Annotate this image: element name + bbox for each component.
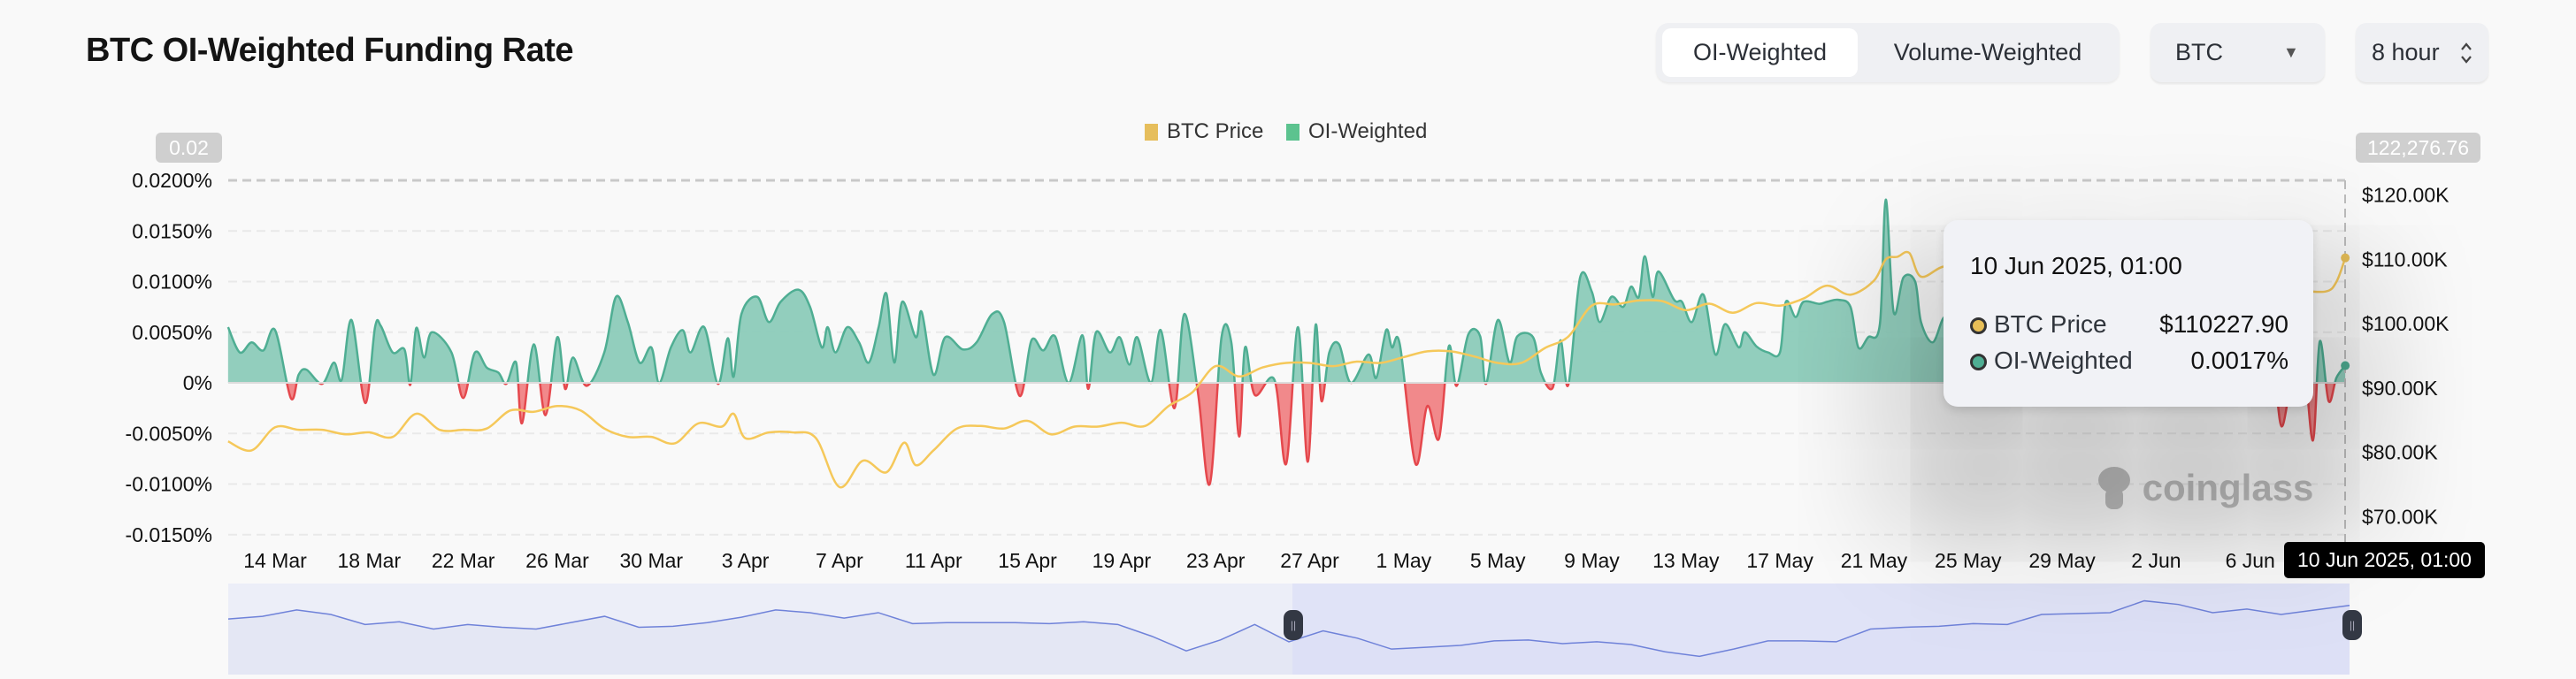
x-tick-label: 23 Apr [1186,549,1246,572]
btc-price-dot-icon [1970,317,1987,334]
x-tick-label: 17 May [1746,549,1813,572]
x-tick-label: 3 Apr [722,549,770,572]
y-left-tick-label: 0.0150% [132,219,212,242]
tab-volume-weighted[interactable]: Volume-Weighted [1893,39,2082,65]
funding-negative-line [285,383,2336,486]
funding-negative-series [227,383,2346,486]
legend-label-btc-price: BTC Price [1167,119,1264,143]
legend-swatch-oi-weighted [1286,124,1300,141]
y-right-tick-label: $100.00K [2362,312,2450,335]
x-tick-label: 19 Apr [1092,549,1152,572]
y-right-tick-label: $70.00K [2362,505,2438,528]
y-right-tick-label: $120.00K [2362,184,2450,207]
x-tick-label: 13 May [1652,549,1720,572]
x-tick-label: 27 Apr [1280,549,1339,572]
caret-down-icon: ▼ [2283,43,2299,61]
tooltip-title: 10 Jun 2025, 01:00 [1970,252,2182,279]
coin-select-value: BTC [2175,39,2223,65]
x-tick-label: 5 May [1470,549,1526,572]
tooltip-label: OI-Weighted [1994,347,2133,374]
y-left-tick-label: -0.0150% [126,523,212,546]
x-tick-label: 22 Mar [432,549,495,572]
crosshair-x-label: 10 Jun 2025, 01:00 [2284,542,2485,578]
x-tick-label: 6 Jun [2226,549,2275,572]
navigator-right-handle[interactable]: || [2342,610,2362,640]
crosshair-y-right-label: 122,276.76 [2356,133,2480,163]
btc-price-marker [2341,253,2350,263]
oi-weighted-dot-icon [1970,354,1987,370]
y-left-tick-label: -0.0050% [126,422,212,445]
x-tick-label: 7 Apr [816,549,863,572]
x-tick-label: 14 Mar [243,549,307,572]
crosshair-y-left-label: 0.02 [156,133,222,163]
coinglass-watermark: coinglass [2097,462,2313,515]
oi-weighted-marker [2341,361,2350,370]
x-tick-label: 1 May [1376,549,1432,572]
tooltip-row-btc-price: BTC Price $110227.90 [1970,310,2288,342]
legend-swatch-btc-price [1145,124,1158,141]
chevron-up-down-icon [2458,23,2474,104]
x-tick-label: 11 Apr [905,549,962,572]
legend-item-btc-price[interactable]: BTC Price [1145,117,1263,147]
funding-negative-area [227,383,2346,485]
y-right-tick-label: $80.00K [2362,441,2438,464]
tooltip-value: $110227.90 [2159,310,2288,338]
weighting-toggle: OI-Weighted Volume-Weighted [1656,23,2120,82]
y-left-tick-label: 0% [183,371,212,394]
chart-tooltip: 10 Jun 2025, 01:00 BTC Price $110227.90 … [1944,220,2313,407]
interval-select-value: 8 hour [2372,39,2440,65]
interval-select[interactable]: 8 hour [2356,23,2488,82]
x-tick-label: 15 Apr [998,549,1057,572]
x-tick-label: 29 May [2028,549,2096,572]
y-right-tick-label: $90.00K [2362,377,2438,400]
coinglass-mascot-icon [2097,462,2132,511]
navigator-left-handle[interactable]: || [1284,610,1303,640]
tooltip-value: 0.0017% [2190,347,2288,374]
x-tick-label: 2 Jun [2131,549,2181,572]
tooltip-label: BTC Price [1994,310,2107,338]
x-tick-label: 25 May [1935,549,2002,572]
navigator-selected-window [1292,584,2350,675]
funding-positive-area [227,199,2346,383]
legend-label-oi-weighted: OI-Weighted [1308,119,1428,143]
coinglass-wordmark: coinglass [2142,467,2314,508]
legend-item-oi-weighted[interactable]: OI-Weighted [1286,117,1427,147]
y-left-tick-label: 0.0100% [132,271,212,294]
y-left-tick-label: 0.0050% [132,321,212,344]
y-right-tick-label: $110.00K [2362,248,2448,271]
navigator-line [227,599,2350,658]
tab-oi-weighted[interactable]: OI-Weighted [1662,28,1858,77]
x-tick-label: 9 May [1564,549,1620,572]
y-left-tick-label: -0.0100% [126,473,212,496]
y-left-tick-label: 0.0200% [132,169,212,192]
page-title: BTC OI-Weighted Funding Rate [86,32,574,69]
x-tick-label: 26 Mar [525,549,589,572]
x-tick-label: 18 Mar [338,549,402,572]
coin-select[interactable]: BTC ▼ [2150,23,2325,82]
x-tick-label: 30 Mar [619,549,683,572]
x-tick-label: 21 May [1841,549,1908,572]
tooltip-row-oi-weighted: OI-Weighted 0.0017% [1970,347,2288,378]
